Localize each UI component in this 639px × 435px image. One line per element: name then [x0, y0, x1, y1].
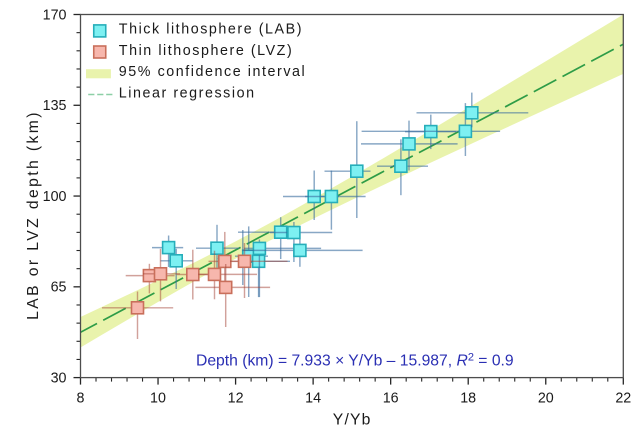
svg-text:Linear regression: Linear regression	[119, 85, 256, 101]
svg-text:18: 18	[460, 391, 476, 407]
svg-text:Thin lithosphere (LVZ): Thin lithosphere (LVZ)	[119, 43, 293, 59]
svg-text:20: 20	[538, 391, 554, 407]
svg-text:Y/Yb: Y/Yb	[333, 411, 372, 428]
svg-text:8: 8	[77, 391, 85, 407]
svg-text:100: 100	[43, 189, 67, 205]
svg-text:30: 30	[51, 371, 67, 387]
svg-text:12: 12	[228, 391, 244, 407]
svg-text:LAB or LVZ depth (km): LAB or LVZ depth (km)	[25, 110, 42, 320]
svg-text:Thick lithosphere (LAB): Thick lithosphere (LAB)	[119, 22, 303, 38]
svg-text:16: 16	[383, 391, 399, 407]
svg-text:22: 22	[615, 391, 631, 407]
svg-text:95% confidence interval: 95% confidence interval	[119, 64, 306, 80]
svg-text:65: 65	[51, 280, 67, 296]
svg-text:10: 10	[150, 391, 166, 407]
svg-text:Depth (km) = 7.933 × Y/Yb – 15: Depth (km) = 7.933 × Y/Yb – 15.987, R2 =…	[196, 352, 514, 370]
svg-text:14: 14	[305, 391, 321, 407]
svg-text:170: 170	[43, 7, 67, 23]
svg-text:135: 135	[43, 98, 67, 114]
